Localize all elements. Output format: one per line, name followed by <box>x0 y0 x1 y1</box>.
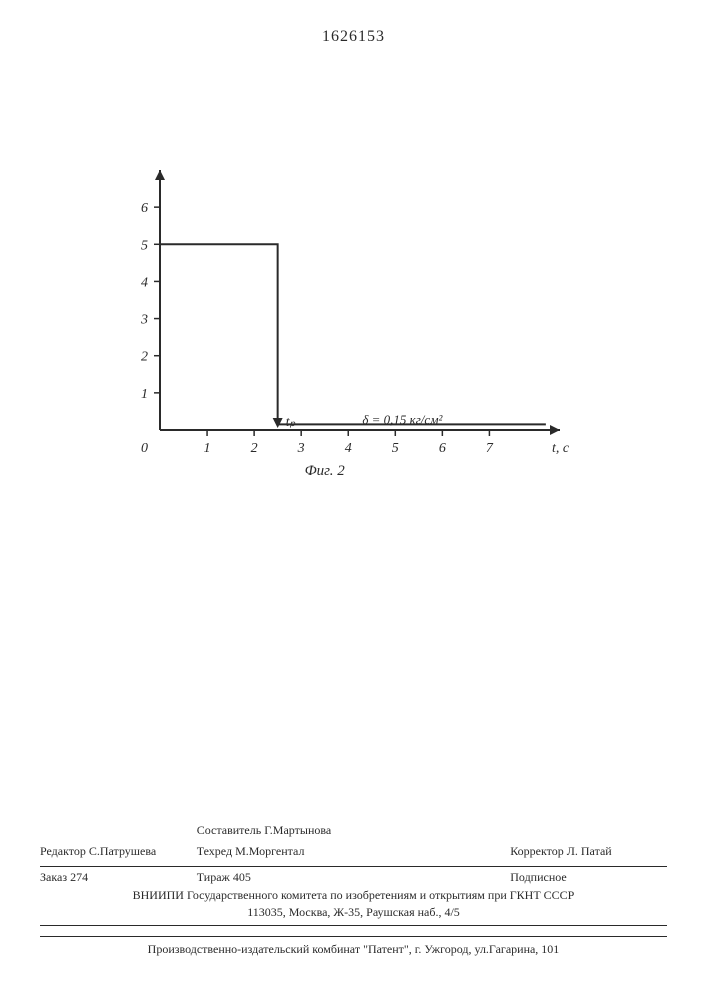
page-number: 1626153 <box>0 28 707 46</box>
corrector-label: Корректор <box>510 844 564 858</box>
svg-text:3: 3 <box>140 313 148 328</box>
org-line2: 113035, Москва, Ж-35, Раушская наб., 4/5 <box>40 904 667 921</box>
svg-text:2: 2 <box>141 350 148 365</box>
chart-figure: 1 2 3 4 5 6 7 1 2 3 4 5 6 0 tₚ δ = 0,15 кг/см² t, c Фиг. … <box>100 140 580 490</box>
press-line: Производственно-издательский комбинат "П… <box>40 937 667 958</box>
footer-row-order: Заказ 274 Тираж 405 Подписное <box>40 867 667 888</box>
svg-text:Фиг. 2: Фиг. 2 <box>305 463 346 479</box>
svg-text:δ = 0,15 кг/см²: δ = 0,15 кг/см² <box>362 412 443 427</box>
footer-row-credits2: Редактор С.Патрушева Техред М.Моргентал … <box>40 841 667 862</box>
editor-name: С.Патрушева <box>89 844 156 858</box>
order-no: 274 <box>70 870 88 884</box>
org-line1: ВНИИПИ Государственного комитета по изоб… <box>40 887 667 904</box>
svg-text:4: 4 <box>345 441 352 456</box>
svg-text:7: 7 <box>486 441 494 456</box>
chart-svg: 1 2 3 4 5 6 7 1 2 3 4 5 6 0 tₚ δ = 0,15 кг/см² t, c Фиг. … <box>100 140 580 490</box>
editor-label: Редактор <box>40 844 86 858</box>
compiler-name: Г.Мартынова <box>264 823 331 837</box>
svg-text:6: 6 <box>439 441 446 456</box>
tirage-label: Тираж <box>197 870 230 884</box>
footer-block: Составитель Г.Мартынова Редактор С.Патру… <box>40 820 667 958</box>
techred-label: Техред <box>197 844 232 858</box>
techred-name: М.Моргентал <box>235 844 304 858</box>
compiler-label: Составитель <box>197 823 261 837</box>
tirage-no: 405 <box>233 870 251 884</box>
svg-text:1: 1 <box>141 387 148 402</box>
svg-text:6: 6 <box>141 201 148 216</box>
footer-row-credits: Составитель Г.Мартынова <box>40 820 667 841</box>
svg-text:5: 5 <box>392 441 399 456</box>
svg-text:2: 2 <box>251 441 258 456</box>
svg-text:0: 0 <box>141 441 148 456</box>
corrector-name: Л. Патай <box>567 844 612 858</box>
svg-text:5: 5 <box>141 238 148 253</box>
svg-text:t, c: t, c <box>552 441 570 456</box>
svg-text:3: 3 <box>297 441 305 456</box>
subscription: Подписное <box>510 870 567 884</box>
svg-text:4: 4 <box>141 275 148 290</box>
svg-text:tₚ: tₚ <box>286 415 296 430</box>
order-label: Заказ <box>40 870 67 884</box>
svg-text:1: 1 <box>204 441 211 456</box>
